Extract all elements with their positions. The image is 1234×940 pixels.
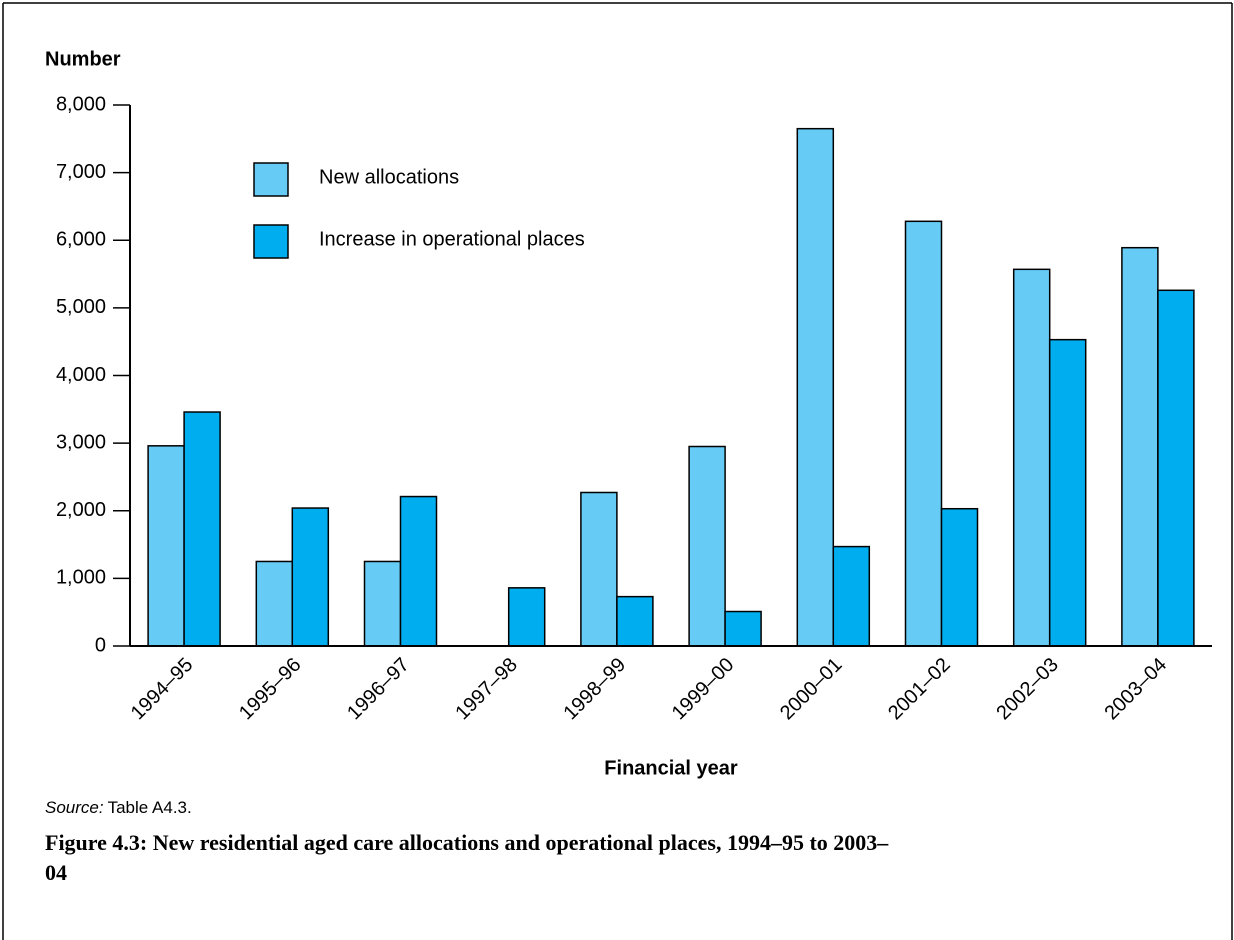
y-tick-label: 6,000	[56, 229, 106, 251]
x-tick-label: 1998–99	[560, 654, 631, 725]
bar	[255, 560, 294, 647]
y-tick-label: 2,000	[56, 499, 106, 521]
x-tick-label: 1994–95	[127, 654, 198, 725]
y-axis-label: Number	[45, 48, 121, 70]
source-label: Source:	[45, 798, 104, 817]
bar	[616, 595, 654, 647]
bar	[507, 587, 546, 647]
bar	[1157, 289, 1195, 647]
bar	[580, 491, 618, 647]
y-tick-label: 5,000	[56, 296, 106, 318]
legend-label: Increase in operational places	[319, 228, 585, 250]
bar	[1012, 268, 1051, 647]
y-tick-label: 8,000	[56, 93, 106, 115]
y-tick-label: 7,000	[56, 161, 106, 183]
x-tick-label: 2003–04	[1101, 654, 1172, 725]
y-tick-label: 3,000	[56, 431, 106, 453]
x-tick-label: 1995–96	[235, 654, 306, 725]
bar	[1121, 246, 1159, 647]
x-tick-label: 2000–01	[776, 654, 847, 725]
bar	[399, 495, 438, 647]
bar	[904, 220, 943, 647]
bar	[363, 560, 402, 647]
source: Source: Table A4.3.	[45, 798, 192, 817]
y-tick-label: 0	[95, 634, 106, 656]
x-axis-label: Financial year	[604, 757, 738, 779]
bar	[291, 507, 330, 647]
y-tick-label: 4,000	[56, 364, 106, 386]
y-tick-label: 1,000	[56, 567, 106, 589]
legend-swatch	[253, 162, 289, 197]
x-tick-label: 2001–02	[884, 654, 955, 725]
bar	[688, 445, 726, 647]
caption: Figure 4.3: New residential aged care al…	[45, 830, 889, 885]
bar	[724, 610, 762, 647]
x-tick-label: 1996–97	[343, 654, 414, 725]
x-tick-label: 1999–00	[668, 654, 739, 725]
x-tick-label: 2002–03	[992, 654, 1063, 725]
bar	[1048, 338, 1087, 647]
source-text: Table A4.3.	[108, 798, 192, 817]
bar	[832, 545, 871, 647]
bar	[796, 127, 835, 647]
legend-label: New allocations	[319, 166, 459, 188]
bar	[147, 445, 185, 647]
legend-swatch	[253, 224, 289, 259]
x-tick-label: 1997–98	[451, 654, 522, 725]
bar	[940, 507, 979, 647]
bar	[183, 411, 221, 647]
